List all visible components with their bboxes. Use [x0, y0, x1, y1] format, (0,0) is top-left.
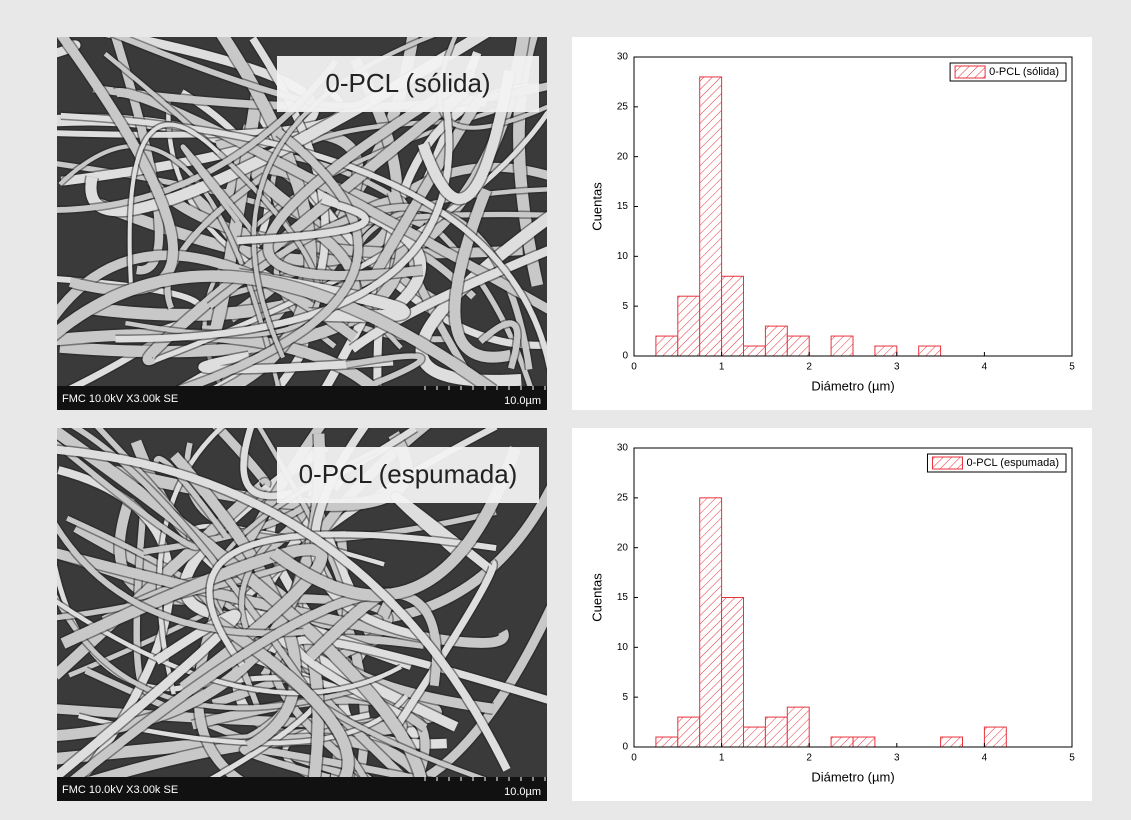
x-tick-label: 4: [982, 362, 988, 373]
y-tick-label: 10: [617, 642, 629, 653]
fiber: [113, 87, 547, 314]
x-tick-label: 3: [894, 753, 900, 764]
info-bar: [57, 386, 547, 410]
fiber: [57, 270, 497, 396]
scale-text: 10.0µm: [504, 786, 541, 798]
fiber: [164, 173, 267, 310]
fiber: [417, 69, 515, 204]
fiber: [127, 122, 221, 287]
legend-swatch: [954, 65, 986, 79]
image-label: 0-PCL (espumada): [299, 459, 518, 489]
micrograph: 0-PCL (sólida) FMC 10.0kV X3.00k SE 10.0µm: [57, 37, 547, 410]
bar: [655, 335, 679, 357]
bar: [699, 497, 723, 748]
fiber: [57, 522, 304, 637]
bar: [721, 597, 744, 748]
bar: [874, 345, 898, 357]
y-tick-label: 25: [617, 101, 629, 112]
y-tick-label: 25: [617, 492, 629, 503]
bar: [743, 726, 766, 748]
y-tick-label: 5: [622, 692, 628, 703]
legend-label: 0-PCL (espumada): [966, 457, 1059, 469]
fiber: [207, 204, 533, 370]
x-tick-label: 2: [806, 753, 812, 764]
fiber: [395, 559, 497, 727]
fiber: [57, 445, 511, 772]
scale-text: 10.0µm: [504, 395, 541, 407]
fiber: [213, 617, 354, 801]
label-box: [277, 447, 539, 503]
x-tick-label: 1: [719, 362, 725, 373]
fiber: [478, 320, 521, 370]
x-tick-label: 1: [719, 753, 725, 764]
bar: [743, 345, 766, 357]
fiber: [160, 129, 363, 401]
bar: [852, 736, 876, 748]
bar: [918, 345, 942, 357]
y-axis-title: Cuentas: [589, 573, 604, 622]
y-tick-label: 30: [617, 52, 629, 63]
fiber: [349, 246, 547, 353]
bar: [764, 716, 788, 748]
bar: [786, 335, 810, 357]
fiber: [198, 351, 394, 374]
bar: [940, 736, 963, 748]
fiber: [251, 37, 435, 359]
y-axis-title: Cuentas: [589, 182, 604, 231]
bar: [830, 335, 854, 357]
bar: [764, 325, 788, 357]
x-axis-title: Diámetro (µm): [811, 769, 894, 784]
info-text: FMC 10.0kV X3.00k SE: [62, 784, 178, 796]
y-tick-label: 15: [617, 592, 629, 603]
image-label: 0-PCL (sólida): [325, 68, 490, 98]
y-tick-label: 0: [622, 742, 628, 753]
fiber: [180, 144, 265, 246]
bar: [677, 716, 701, 748]
y-tick-label: 15: [617, 201, 629, 212]
info-bar: [57, 777, 547, 801]
legend: 0-PCL (espumada): [926, 453, 1067, 473]
bar: [699, 76, 723, 357]
fiber: [57, 250, 358, 342]
fiber: [236, 201, 369, 245]
legend-swatch: [931, 456, 963, 470]
fiber: [157, 428, 225, 695]
bar: [786, 706, 810, 748]
x-tick-label: 0: [631, 362, 637, 373]
info-text: FMC 10.0kV X3.00k SE: [62, 393, 178, 405]
fiber: [60, 544, 328, 693]
bar: [721, 275, 744, 357]
micrograph: 0-PCL (espumada) FMC 10.0kV X3.00k SE 10.0…: [57, 428, 547, 801]
fiber: [115, 109, 453, 343]
bar: [983, 726, 1007, 748]
fiber: [206, 531, 497, 667]
x-tick-label: 3: [894, 362, 900, 373]
y-tick-label: 20: [617, 151, 629, 162]
bar: [830, 736, 854, 748]
label-box: [277, 56, 539, 112]
x-axis-title: Diámetro (µm): [811, 378, 894, 393]
fiber: [345, 353, 425, 387]
bar: [677, 295, 701, 357]
y-tick-label: 10: [617, 251, 629, 262]
fiber: [170, 451, 301, 752]
y-tick-label: 5: [622, 301, 628, 312]
legend: 0-PCL (sólida): [949, 62, 1067, 82]
x-tick-label: 5: [1069, 753, 1075, 764]
x-tick-label: 4: [982, 753, 988, 764]
x-tick-label: 2: [806, 362, 812, 373]
bar: [655, 736, 679, 748]
y-tick-label: 20: [617, 542, 629, 553]
x-tick-label: 0: [631, 753, 637, 764]
y-tick-label: 0: [622, 351, 628, 362]
x-tick-label: 5: [1069, 362, 1075, 373]
y-tick-label: 30: [617, 443, 629, 454]
legend-label: 0-PCL (sólida): [989, 66, 1059, 78]
